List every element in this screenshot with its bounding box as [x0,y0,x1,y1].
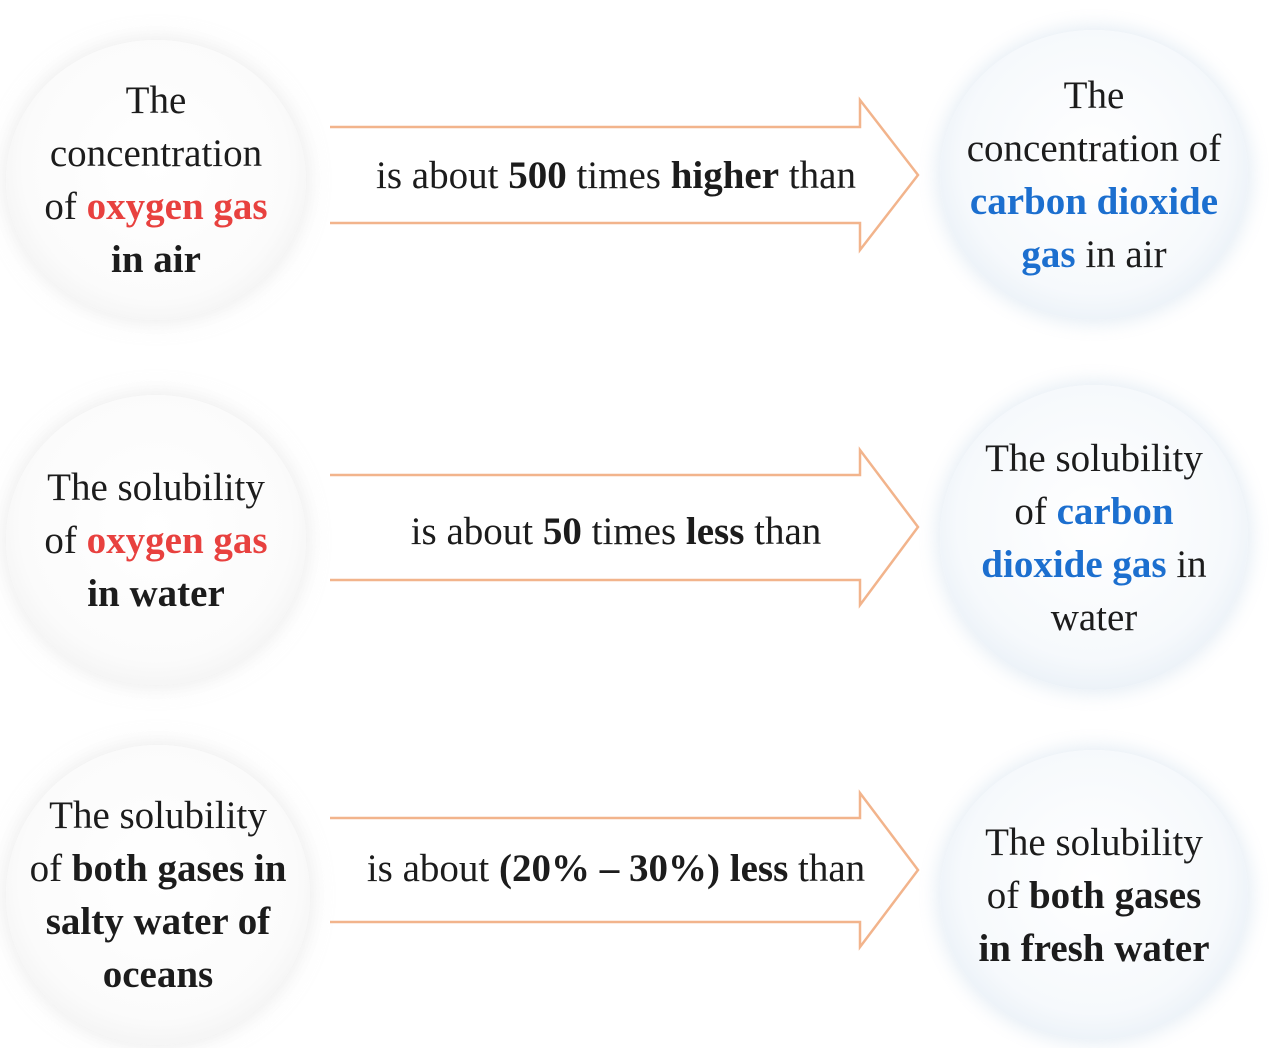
co2-water-solubility-text: The solubility of carbon dioxide gas in … [981,436,1207,639]
salty-water-solubility-text: The solubility of both gases in salty wa… [29,794,287,996]
percentage-range: (20% – 30%) [499,846,720,890]
co2-water-solubility-circle: The solubility of carbon dioxide gas in … [940,385,1248,690]
oxygen-water-solubility-text: The solubility of oxygen gas in water [44,465,268,615]
fresh-water-solubility-circle: The solubility of both gases in fresh wa… [940,750,1248,1040]
relation-text-2: is about 50 times less than [410,509,822,553]
comparison-arrow-1: is about 500 times higher than [320,75,930,275]
comparison-word: less [720,846,789,890]
multiplier-value: 500 [508,153,567,197]
comparison-word: higher [670,153,780,197]
co2-air-concentration-text: The concentration of carbon dioxide gas … [966,74,1222,276]
oxygen-water-solubility-circle: The solubility of oxygen gas in water [6,395,306,685]
arrow-shape-1 [330,96,920,254]
oxygen-air-concentration-circle: The concentration of oxygen gas in air [6,40,306,320]
salty-water-solubility-circle: The solubility of both gases in salty wa… [6,745,310,1045]
comparison-word: less [685,509,745,553]
oxygen-gas-label: oxygen gas [86,185,268,228]
arrow-shape-2 [330,446,920,609]
comparison-arrow-2: is about 50 times less than [320,430,930,630]
relation-text-3: is about (20% – 30%) less than [366,846,866,890]
co2-air-concentration-circle: The concentration of carbon dioxide gas … [940,30,1248,320]
relation-text-1: is about 500 times higher than [376,153,856,197]
carbon-dioxide-label: carbon [1056,489,1174,533]
oxygen-gas-label: oxygen gas [86,518,268,562]
comparison-arrow-3: is about (20% – 30%) less than [320,770,930,970]
carbon-dioxide-label: carbon dioxide [969,180,1219,223]
multiplier-value: 50 [542,509,582,553]
fresh-water-solubility-text: The solubility of both gases in fresh wa… [978,820,1210,970]
oxygen-air-concentration-text: The concentration of oxygen gas in air [44,79,268,281]
arrow-shape-3 [330,789,920,951]
